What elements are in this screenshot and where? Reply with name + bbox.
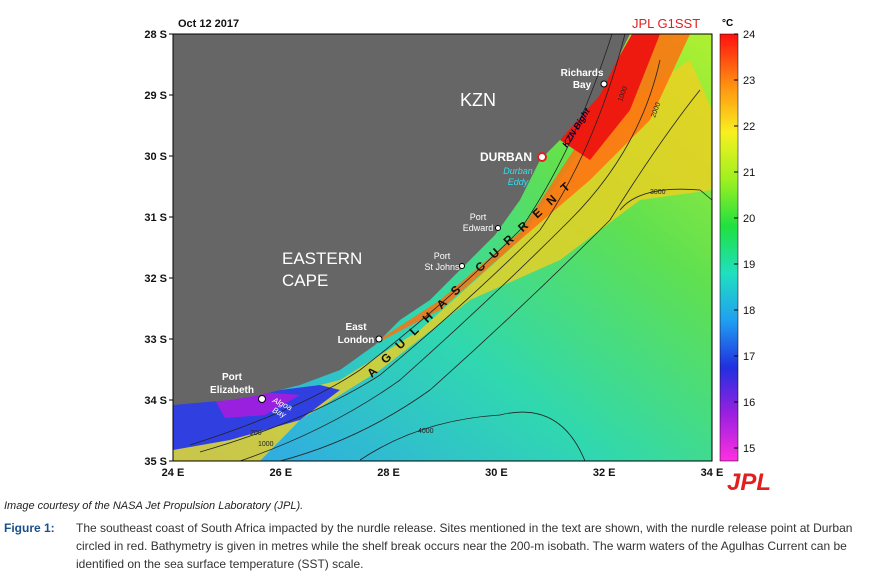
isobath-label: 2000 bbox=[650, 102, 662, 119]
date: Oct 12 2017 bbox=[178, 18, 239, 30]
hot-core bbox=[560, 34, 660, 160]
isobath-label: 200 bbox=[250, 430, 262, 437]
colorbar-label: 16 bbox=[743, 397, 755, 409]
source: JPL G1SST bbox=[632, 16, 700, 31]
lat-label: 33 S bbox=[144, 334, 167, 346]
place-marker bbox=[600, 80, 608, 88]
region-label: EASTERN CAPE bbox=[282, 249, 362, 290]
land bbox=[173, 34, 630, 405]
colorbar-label: 22 bbox=[743, 121, 755, 133]
isobath-label: 3000 bbox=[650, 189, 666, 196]
place-label: Port St Johns bbox=[424, 251, 460, 272]
colorbar-label: 20 bbox=[743, 213, 755, 225]
caption: Figure 1: The southeast coast of South Af… bbox=[4, 519, 888, 573]
lon-label: 30 E bbox=[485, 467, 508, 479]
figure-label: Figure 1: bbox=[4, 521, 55, 535]
colorbar bbox=[719, 33, 739, 462]
place-label: Durban Eddy bbox=[503, 166, 533, 187]
lat-label: 34 S bbox=[144, 395, 167, 407]
colorbar-label: 23 bbox=[743, 75, 755, 87]
image-credit: Image courtesy of the NASA Jet Propulsio… bbox=[4, 500, 304, 512]
lat-label: 32 S bbox=[144, 273, 167, 285]
map-frame bbox=[172, 33, 713, 462]
place-marker bbox=[495, 225, 501, 231]
colorbar-label: 24 bbox=[743, 29, 755, 41]
lat-label: 30 S bbox=[144, 151, 167, 163]
place-label: Richards Bay bbox=[561, 68, 604, 91]
lat-label: 31 S bbox=[144, 212, 167, 224]
map-figure: 200 1000 1000 2000 3000 4000 Oct 12 2017… bbox=[144, 16, 771, 496]
colorbar-label: 18 bbox=[743, 305, 755, 317]
caption-text: The southeast coast of South Africa impa… bbox=[76, 521, 853, 571]
colorbar-label: 15 bbox=[743, 443, 755, 455]
isobath-label: 1000 bbox=[258, 441, 274, 448]
isobath-label: 1000 bbox=[617, 86, 629, 103]
lon-label: 24 E bbox=[162, 467, 185, 479]
place-marker bbox=[258, 395, 266, 403]
isobaths bbox=[189, 33, 713, 462]
place-label: East London bbox=[338, 322, 375, 346]
isobath-label: 4000 bbox=[418, 428, 434, 435]
lat-label: 29 S bbox=[144, 90, 167, 102]
lon-label: 32 E bbox=[593, 467, 616, 479]
lat-label: 28 S bbox=[144, 29, 167, 41]
place-marker bbox=[459, 263, 465, 269]
place-label: Port Elizabeth bbox=[210, 372, 254, 396]
place-label: Port Edward bbox=[463, 212, 494, 233]
colorbar-label: 19 bbox=[743, 259, 755, 271]
colorbar-label: 21 bbox=[743, 167, 755, 179]
place-label: DURBAN bbox=[480, 150, 532, 164]
lon-label: 26 E bbox=[269, 467, 292, 479]
lon-label: 28 E bbox=[377, 467, 400, 479]
unit: °C bbox=[722, 18, 733, 29]
region-label: KZN bbox=[460, 90, 496, 110]
lat-label: 35 S bbox=[144, 456, 167, 468]
lon-label: 34 E bbox=[701, 467, 724, 479]
place-marker bbox=[375, 335, 383, 343]
colorbar-label: 17 bbox=[743, 351, 755, 363]
release-point bbox=[537, 152, 547, 162]
logo: JPL bbox=[727, 469, 771, 495]
